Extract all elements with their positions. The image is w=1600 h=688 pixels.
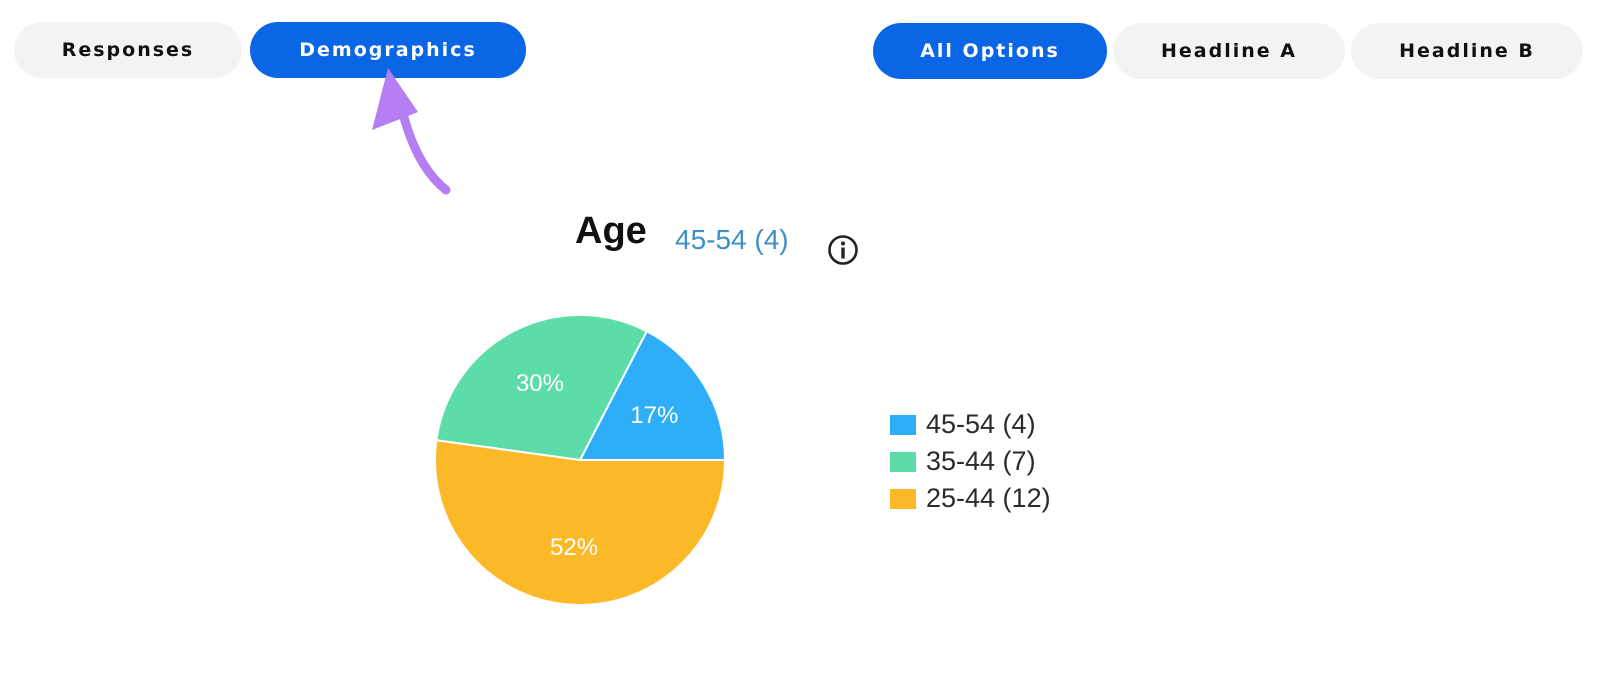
chart-legend: 45-54 (4) 35-44 (7) 25-44 (12) <box>890 406 1051 517</box>
pie-slice-label: 30% <box>516 370 564 397</box>
tab-responses[interactable]: Responses <box>14 22 242 78</box>
legend-item: 45-54 (4) <box>890 406 1051 443</box>
legend-label: 25-44 (12) <box>926 483 1051 513</box>
legend-swatch <box>890 488 916 509</box>
pie-slice-label: 52% <box>550 534 598 561</box>
pie-slice <box>435 314 649 462</box>
filter-headline-b-button[interactable]: Headline B <box>1351 23 1583 79</box>
curved-arrow-icon <box>372 68 451 195</box>
legend-swatch <box>890 451 916 472</box>
legend-label: 35-44 (7) <box>926 446 1036 476</box>
legend-item: 35-44 (7) <box>890 443 1051 480</box>
info-icon[interactable] <box>826 233 860 267</box>
legend-swatch <box>890 414 916 435</box>
legend-label: 45-54 (4) <box>926 409 1036 439</box>
legend-item: 25-44 (12) <box>890 480 1051 517</box>
chart-title: Age <box>575 210 647 252</box>
chart-subtitle: 45-54 (4) <box>675 224 789 255</box>
filter-all-options-button[interactable]: All Options <box>873 23 1107 79</box>
filter-headline-a-button[interactable]: Headline A <box>1113 23 1345 79</box>
pie-slice-label: 17% <box>630 402 678 429</box>
age-pie-chart: 17% 30% 52% <box>434 314 727 606</box>
pie-slice <box>578 329 727 461</box>
pie-slice <box>434 439 727 606</box>
